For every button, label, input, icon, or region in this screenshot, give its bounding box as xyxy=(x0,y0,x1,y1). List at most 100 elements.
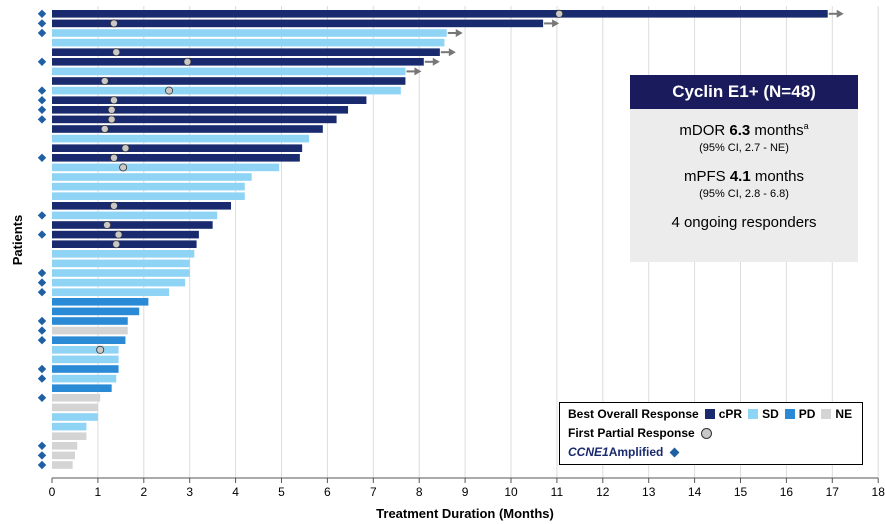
first-pr-marker xyxy=(100,77,109,86)
ccne1-diamond xyxy=(37,230,47,239)
ccne1-diamond xyxy=(37,460,47,470)
legend-row-ccne1: CCNE1 Amplified xyxy=(568,445,680,459)
ccne1-diamond xyxy=(37,153,47,162)
patient-bar xyxy=(52,269,190,277)
ccne1-diamond xyxy=(37,105,47,114)
mdor-ci: (95% CI, 2.7 - NE) xyxy=(699,142,789,154)
ccne1-diamonds xyxy=(37,9,47,470)
patient-bar xyxy=(52,86,401,95)
first-pr-marker xyxy=(109,96,118,105)
ccne1-diamond xyxy=(37,316,47,326)
ccne1-diamond xyxy=(37,278,47,287)
legend-label-amplified: Amplified xyxy=(608,445,664,459)
patient-bar xyxy=(52,163,280,172)
patient-bar xyxy=(52,29,447,37)
x-tick-label: 11 xyxy=(551,485,564,499)
patient-bar xyxy=(52,278,186,287)
legend-title: Best Overall Response xyxy=(568,407,699,421)
patient-bar xyxy=(52,96,367,104)
x-tick-label: 18 xyxy=(872,485,885,499)
ccne1-diamond xyxy=(37,28,47,38)
ccne1-diamond xyxy=(37,288,47,297)
ccne1-diamond xyxy=(37,96,47,105)
patient-bar xyxy=(52,202,232,210)
ccne1-diamond xyxy=(37,86,47,95)
mpfs-label: mPFS xyxy=(683,168,730,185)
ccne1-diamond xyxy=(37,393,47,402)
first-pr-marker xyxy=(183,57,192,66)
patient-bar xyxy=(52,192,245,200)
ccne1-diamond xyxy=(37,268,47,278)
x-axis: 0 1 2 3 4 5 6 7 8 9 10 11 12 13 14 15 16 17 18 xyxy=(49,477,885,499)
patient-bar xyxy=(52,240,197,248)
ongoing-arrow-head xyxy=(448,48,456,57)
first-pr-marker xyxy=(107,115,116,124)
ccne1-diamond xyxy=(37,9,47,18)
ccne1-diamond xyxy=(37,364,47,374)
first-pr-marker xyxy=(109,19,118,28)
first-pr-marker xyxy=(109,201,118,210)
patient-bar xyxy=(52,19,544,28)
first-pr-marker xyxy=(121,144,130,153)
first-pr-marker xyxy=(119,163,128,172)
patient-bar xyxy=(52,403,98,412)
mdor-unit: months xyxy=(750,122,804,139)
ccne1-diamond xyxy=(37,211,47,220)
ccne1-diamond xyxy=(37,19,47,28)
patient-bar xyxy=(52,317,128,325)
patient-bar xyxy=(52,259,190,268)
mpfs-line: mPFS 4.1 months xyxy=(630,168,858,185)
legend-label-ccne1: CCNE1 xyxy=(568,445,609,459)
first-pr-marker xyxy=(103,220,112,229)
patient-bar xyxy=(52,346,119,354)
first-pr-marker xyxy=(114,230,123,239)
first-pr-marker xyxy=(109,153,118,162)
x-tick-label: 7 xyxy=(370,485,377,499)
first-pr-marker xyxy=(107,105,116,114)
patient-bar xyxy=(52,365,119,373)
x-tick-label: 13 xyxy=(642,485,656,499)
patient-bar xyxy=(52,432,87,440)
legend-label-sd: SD xyxy=(762,407,779,421)
x-tick-label: 15 xyxy=(734,485,748,499)
x-tick-label: 17 xyxy=(826,485,840,499)
patient-bar xyxy=(52,154,300,162)
legend: Best Overall Response cPR SD PD NE First… xyxy=(559,402,863,465)
patient-bar xyxy=(52,173,252,181)
ongoing-arrow-head xyxy=(432,57,440,66)
legend-row-first-pr: First Partial Response xyxy=(568,426,712,440)
first-pr-marker xyxy=(96,345,105,354)
ccne1-diamond xyxy=(37,374,47,383)
patient-bar xyxy=(52,394,101,402)
patient-bar xyxy=(52,67,406,76)
x-tick-label: 6 xyxy=(324,485,331,499)
ccne1-diamond xyxy=(37,441,47,450)
legend-label-ne: NE xyxy=(835,407,853,421)
patient-bar xyxy=(52,326,128,335)
ongoing-arrow-head xyxy=(414,67,422,76)
patient-bar xyxy=(52,461,73,469)
x-tick-label: 16 xyxy=(780,485,794,499)
first-pr-marker xyxy=(112,240,121,249)
patient-bar xyxy=(52,182,245,191)
patient-bar xyxy=(52,144,303,152)
patient-bar xyxy=(52,384,112,392)
legend-row-response: Best Overall Response cPR SD PD NE xyxy=(568,407,852,421)
x-tick-label: 0 xyxy=(49,485,56,499)
responders-line: 4 ongoing responders xyxy=(671,214,817,231)
patient-bar xyxy=(52,451,75,460)
y-axis-title: Patients xyxy=(10,215,25,266)
legend-label-first-pr: First Partial Response xyxy=(568,426,695,440)
diamond-icon xyxy=(669,447,680,457)
ccne1-diamond xyxy=(37,115,47,124)
patient-bar xyxy=(52,422,87,431)
summary-title: Cyclin E1+ (N=48) xyxy=(630,75,858,109)
patient-bar xyxy=(52,230,199,239)
ccne1-diamond xyxy=(37,336,47,345)
first-pr-markers xyxy=(96,9,564,354)
first-pr-circle-icon xyxy=(700,427,712,439)
mdor-value: 6.3 xyxy=(729,122,751,139)
patient-bar xyxy=(52,134,310,143)
summary-box: Cyclin E1+ (N=48) mDOR 6.3 monthsa (95% … xyxy=(630,75,858,262)
patient-bar xyxy=(52,288,170,296)
